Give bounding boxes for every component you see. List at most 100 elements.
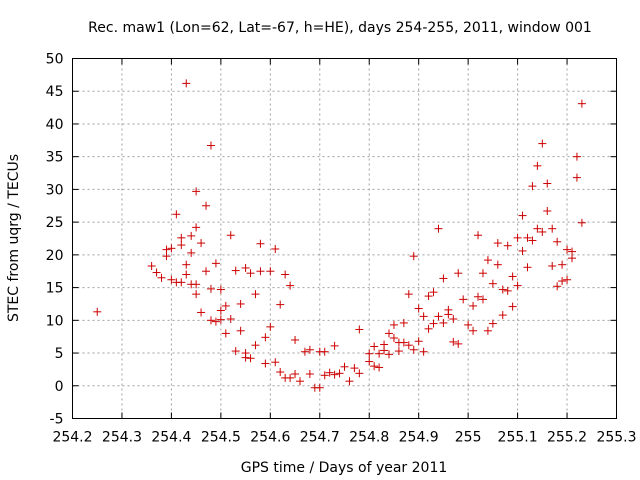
data-point <box>206 284 215 293</box>
data-point <box>385 350 394 359</box>
data-point <box>439 274 448 283</box>
data-point <box>567 254 576 263</box>
data-point <box>563 245 572 254</box>
data-point <box>251 341 260 350</box>
data-point <box>147 261 156 270</box>
data-point <box>187 248 196 257</box>
data-point <box>251 290 260 299</box>
grid <box>72 58 617 419</box>
data-point <box>202 201 211 210</box>
data-point <box>538 227 547 236</box>
axis-ticks: 254.2 254.3 254.4 254.5 254.6 254.7 254.8 254.9… <box>46 52 637 446</box>
data-point <box>192 223 201 232</box>
data-point <box>389 320 398 329</box>
data-point <box>216 315 225 324</box>
data-point <box>508 302 517 311</box>
data-point <box>459 295 468 304</box>
data-point <box>572 152 581 161</box>
x-tick-label: 255.3 <box>596 430 636 446</box>
data-point <box>182 79 191 88</box>
data-point <box>305 345 314 354</box>
data-point <box>286 281 295 290</box>
data-point <box>478 295 487 304</box>
data-point <box>157 273 166 282</box>
data-point <box>330 341 339 350</box>
plot-frame <box>72 58 617 419</box>
data-point <box>365 349 374 358</box>
data-point <box>528 236 537 245</box>
data-points <box>93 79 586 392</box>
data-point <box>375 349 384 358</box>
data-point <box>236 299 245 308</box>
data-point <box>563 275 572 284</box>
y-tick-label: 0 <box>55 379 64 395</box>
chart-title: Rec. maw1 (Lon=62, Lat=-67, h=HE), days … <box>88 20 592 36</box>
data-point <box>419 312 428 321</box>
data-point <box>409 345 418 354</box>
data-point <box>469 301 478 310</box>
data-point <box>414 304 423 313</box>
data-point <box>192 280 201 289</box>
data-point <box>553 282 562 291</box>
y-tick-label: 25 <box>46 215 64 231</box>
y-axis-label: STEC from uqrg / TECUs <box>6 154 22 322</box>
data-point <box>276 368 285 377</box>
data-point <box>276 300 285 309</box>
data-point <box>221 329 230 338</box>
data-point <box>335 369 344 378</box>
data-point <box>261 359 270 368</box>
y-tick-label: 50 <box>46 52 64 68</box>
y-tick-label: 5 <box>55 346 64 362</box>
data-point <box>182 270 191 279</box>
data-point <box>523 263 532 272</box>
data-point <box>281 270 290 279</box>
x-tick-label: 254.7 <box>300 430 340 446</box>
data-point <box>271 358 280 367</box>
data-point <box>187 231 196 240</box>
x-axis-label: GPS time / Days of year 2011 <box>241 460 448 476</box>
y-tick-label: 30 <box>46 182 64 198</box>
data-point <box>177 278 186 287</box>
data-point <box>454 269 463 278</box>
data-point <box>206 316 215 325</box>
data-point <box>533 161 542 170</box>
data-point <box>172 210 181 219</box>
data-point <box>345 377 354 386</box>
data-point <box>192 187 201 196</box>
data-point <box>389 333 398 342</box>
data-point <box>409 252 418 261</box>
data-point <box>548 224 557 233</box>
data-point <box>513 281 522 290</box>
data-point <box>355 369 364 378</box>
data-point <box>404 290 413 299</box>
data-point <box>197 239 206 248</box>
data-point <box>206 141 215 150</box>
data-point <box>508 272 517 281</box>
data-point <box>483 256 492 265</box>
x-tick-label: 254.8 <box>349 430 389 446</box>
data-point <box>493 260 502 269</box>
data-point <box>493 239 502 248</box>
data-point <box>291 335 300 344</box>
data-point <box>474 292 483 301</box>
data-point <box>216 285 225 294</box>
data-point <box>221 301 230 310</box>
data-point <box>538 139 547 148</box>
data-point <box>286 373 295 382</box>
data-point <box>464 320 473 329</box>
data-point <box>439 318 448 327</box>
data-point <box>266 322 275 331</box>
data-point <box>424 292 433 301</box>
data-point <box>236 326 245 335</box>
data-point <box>305 369 314 378</box>
y-tick-label: 35 <box>46 150 64 166</box>
x-tick-label: 255 <box>455 430 482 446</box>
data-point <box>488 279 497 288</box>
data-point <box>291 369 300 378</box>
data-point <box>370 342 379 351</box>
data-point <box>320 347 329 356</box>
data-point <box>330 370 339 379</box>
data-point <box>533 224 542 233</box>
data-point <box>454 339 463 348</box>
data-point <box>399 318 408 327</box>
